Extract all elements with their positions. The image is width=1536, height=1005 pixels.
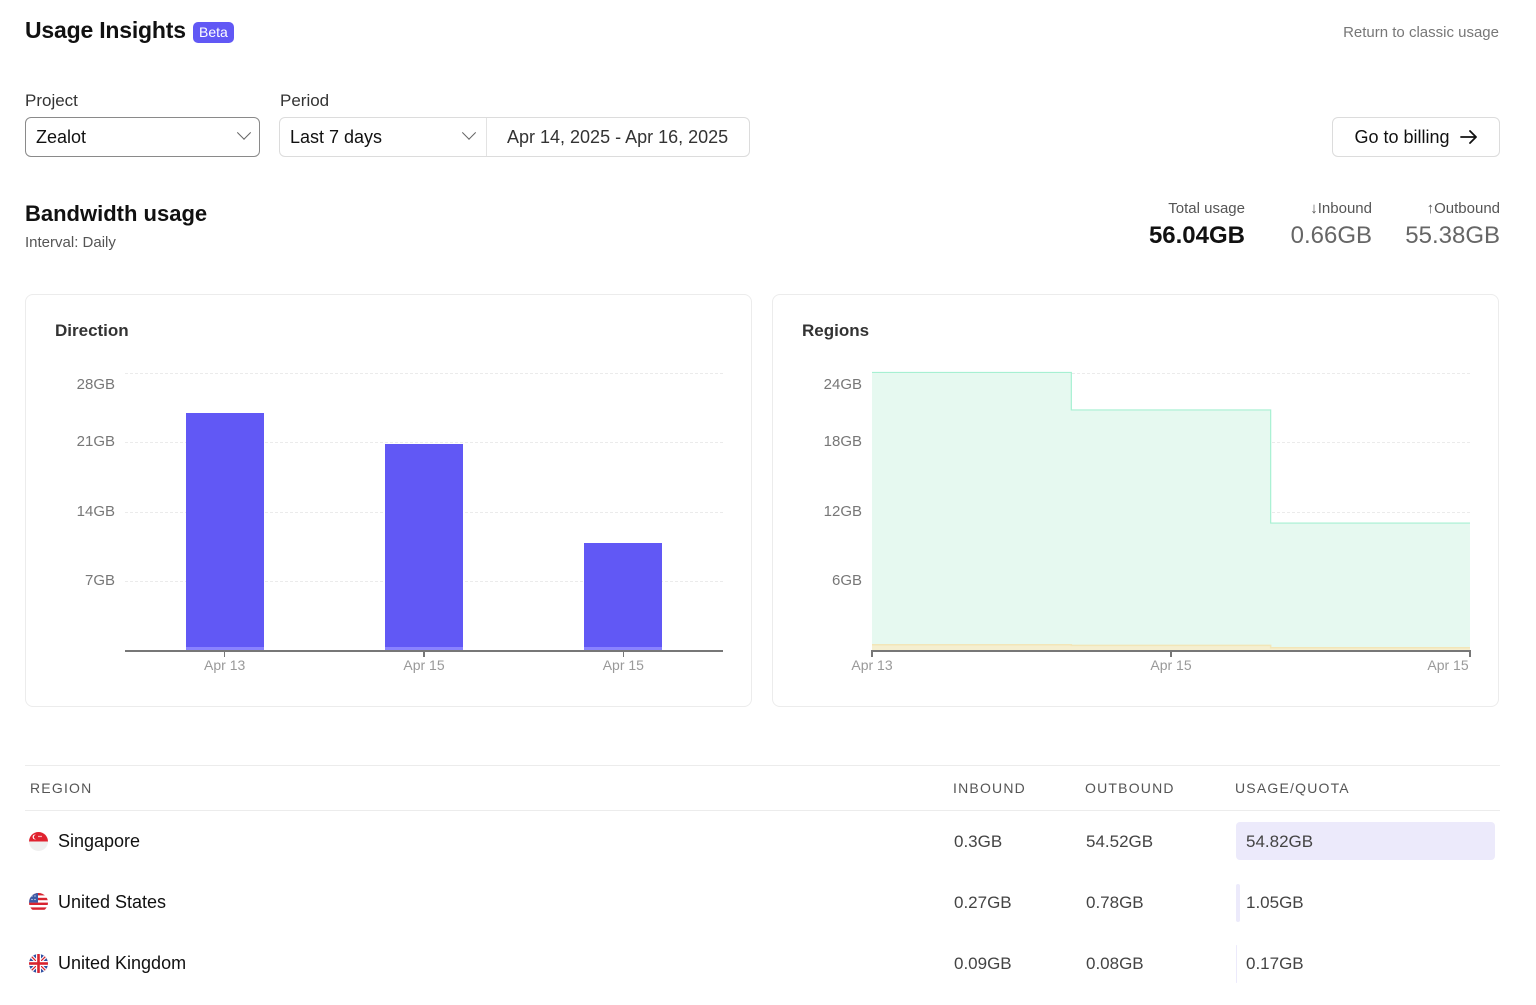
total-usage-value: 56.04GB (1148, 222, 1245, 249)
inbound-cell: 0.09GB (954, 954, 1012, 973)
x-axis-label: Apr 13 (204, 657, 246, 673)
region-name: United Kingdom (58, 953, 187, 973)
return-to-classic-link[interactable]: Return to classic usage (1343, 24, 1499, 41)
column-header-inbound: INBOUND (953, 780, 1026, 796)
outbound-cell: 0.08GB (1086, 954, 1144, 973)
region-name: Singapore (58, 831, 141, 851)
column-header-outbound: OUTBOUND (1085, 780, 1175, 796)
regions-chart-title: Regions (802, 321, 870, 340)
quota-bar (1236, 945, 1237, 983)
x-axis-label: Apr 13 (851, 657, 893, 673)
outbound-stat: ↑Outbound 55.38GB (1405, 200, 1500, 251)
direction-chart-title: Direction (55, 321, 129, 340)
arrow-down-icon: ↓ (1310, 200, 1318, 217)
column-header-usage-quota: USAGE/QUOTA (1235, 780, 1350, 796)
gridline (125, 373, 723, 374)
outbound-cell: 54.52GB (1086, 832, 1154, 851)
total-usage-label: Total usage (1168, 200, 1245, 217)
x-tick-mark (223, 650, 226, 657)
table-row[interactable]: United Kingdom 0.09GB 0.08GB 0.17GB (25, 944, 1500, 984)
table-header-divider (25, 810, 1500, 811)
project-select[interactable]: Zealot (25, 117, 260, 157)
regions-area (872, 371, 1470, 650)
x-axis-label: Apr 15 (602, 657, 644, 673)
column-header-region: REGION (30, 780, 93, 796)
x-tick-mark (423, 650, 425, 657)
inbound-stat: ↓Inbound 0.66GB (1291, 200, 1372, 251)
y-axis-label: 7GB (84, 571, 115, 589)
project-value: Zealot (36, 126, 87, 147)
direction-bar (385, 444, 463, 650)
x-tick-mark (622, 650, 625, 657)
y-axis-label: 28GB (76, 376, 115, 393)
chevron-down-icon (461, 125, 477, 140)
direction-bar (185, 412, 264, 650)
inbound-segment (385, 646, 463, 650)
singapore-flag-icon (29, 832, 48, 851)
period-control: Last 7 days Apr 14, 2025 - Apr 16, 2025 (279, 117, 750, 157)
project-label: Project (25, 91, 78, 110)
page-title: Usage Insights (25, 17, 186, 43)
quota-bar (1236, 822, 1495, 860)
y-axis-label: 18GB (823, 433, 862, 451)
inbound-segment (584, 646, 663, 650)
region-name: United States (58, 892, 167, 912)
go-to-billing-button[interactable]: Go to billing (1332, 117, 1500, 157)
bandwidth-title: Bandwidth usage (25, 201, 208, 226)
y-axis-label: 24GB (823, 376, 862, 393)
billing-button-label: Go to billing (1354, 126, 1450, 147)
x-tick-mark (871, 650, 873, 657)
date-range-picker[interactable]: Apr 14, 2025 - Apr 16, 2025 (487, 118, 749, 156)
gridline (125, 442, 723, 444)
region-cell: United Kingdom (29, 953, 186, 974)
x-axis-label: Apr 15 (1427, 657, 1469, 673)
y-axis-label: 12GB (823, 502, 862, 520)
direction-bar (584, 543, 663, 650)
table-row[interactable]: Singapore 0.3GB 54.52GB 54.82GB (25, 822, 1500, 862)
inbound-cell: 0.3GB (954, 832, 1003, 851)
us-flag-icon (29, 893, 48, 912)
total-usage-stat: Total usage 56.04GB (1149, 200, 1245, 251)
regions-chart-card: Regions 6GB 12GB 18GB 24GB Apr 13 Apr 15 Apr 1… (772, 294, 1499, 707)
y-axis-label: 6GB (831, 571, 862, 589)
x-axis-label: Apr 15 (403, 657, 445, 673)
usage-cell: 54.82GB (1246, 832, 1314, 851)
period-value: Last 7 days (290, 126, 383, 147)
usage-cell: 0.17GB (1246, 954, 1304, 973)
direction-chart-card: Direction 7GB 14GB 21GB 28GB Apr 13 Apr 15 Apr… (25, 294, 752, 707)
inbound-value: 0.66GB (1290, 222, 1372, 249)
table-divider (25, 765, 1500, 766)
outbound-value: 55.38GB (1405, 222, 1500, 249)
y-axis-label: 14GB (76, 502, 115, 520)
quota-bar (1236, 884, 1240, 922)
table-row[interactable]: United States 0.27GB 0.78GB 1.05GB (25, 883, 1500, 923)
period-label: Period (280, 91, 330, 110)
usage-cell: 1.05GB (1246, 893, 1304, 912)
arrow-right-icon (1459, 130, 1477, 144)
inbound-cell: 0.27GB (954, 893, 1012, 912)
inbound-label: Inbound (1317, 200, 1372, 217)
inbound-segment (185, 646, 264, 650)
outbound-cell: 0.78GB (1086, 893, 1144, 912)
uk-flag-icon (29, 954, 48, 973)
chevron-down-icon (236, 125, 252, 140)
arrow-up-icon: ↑ (1426, 200, 1435, 217)
outbound-label: Outbound (1434, 200, 1500, 217)
beta-badge: Beta (193, 22, 234, 43)
gridline (872, 373, 1470, 374)
y-axis-label: 21GB (76, 433, 115, 451)
interval-label: Interval: Daily (25, 234, 116, 251)
x-tick-mark (1469, 650, 1471, 657)
x-tick-mark (1170, 650, 1172, 657)
period-select[interactable]: Last 7 days (280, 118, 487, 156)
x-axis-label: Apr 15 (1150, 657, 1192, 673)
region-cell: United States (29, 892, 166, 913)
date-range-value: Apr 14, 2025 - Apr 16, 2025 (507, 126, 729, 147)
region-cell: Singapore (29, 831, 140, 852)
